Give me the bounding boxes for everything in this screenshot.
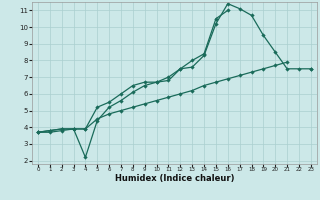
X-axis label: Humidex (Indice chaleur): Humidex (Indice chaleur) (115, 174, 234, 183)
